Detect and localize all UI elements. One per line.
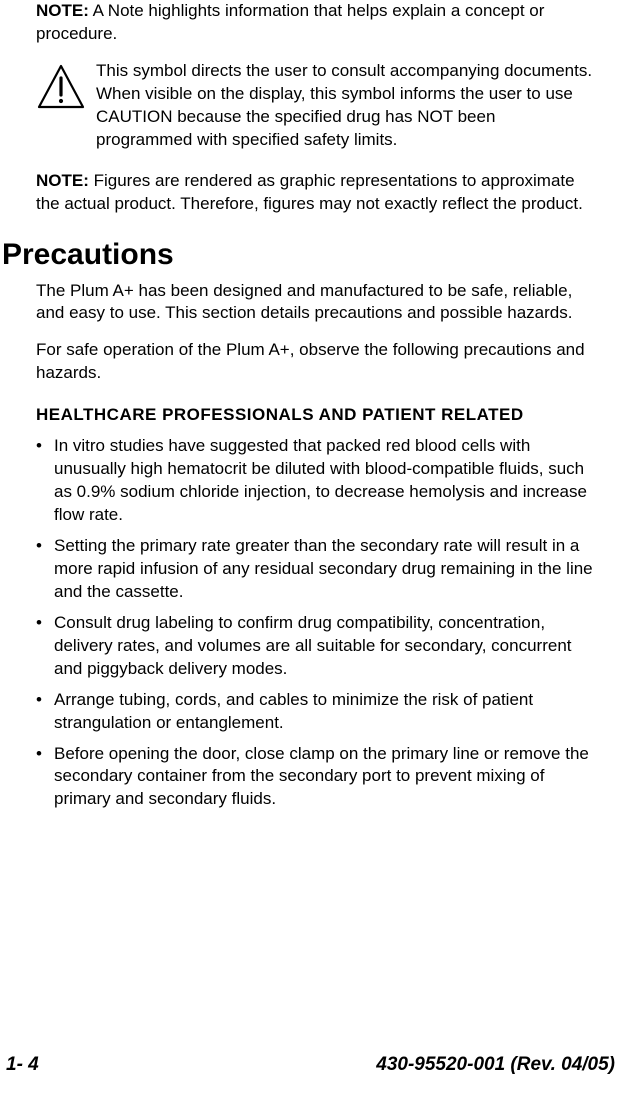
heading-precautions: Precautions <box>0 238 595 272</box>
caution-symbol-text: This symbol directs the user to consult … <box>96 60 595 152</box>
note-1: NOTE: A Note highlights information that… <box>36 0 595 46</box>
note-2: NOTE: Figures are rendered as graphic re… <box>36 170 595 216</box>
page-footer: 1- 4 430-95520-001 (Rev. 04/05) <box>0 1054 631 1076</box>
caution-symbol-block: This symbol directs the user to consult … <box>36 60 595 152</box>
precautions-para-2: For safe operation of the Plum A+, obser… <box>36 339 595 385</box>
list-item: Arrange tubing, cords, and cables to min… <box>36 689 595 735</box>
list-item: Before opening the door, close clamp on … <box>36 743 595 812</box>
note-2-label: NOTE: <box>36 171 89 190</box>
page-number: 1- 4 <box>6 1054 39 1076</box>
precautions-para-1: The Plum A+ has been designed and manufa… <box>36 280 595 326</box>
doc-id: 430-95520-001 (Rev. 04/05) <box>376 1054 615 1076</box>
note-1-text: A Note highlights information that helps… <box>36 1 544 43</box>
caution-line-2: When visible on the display, this symbol… <box>96 84 573 149</box>
list-item: Consult drug labeling to confirm drug co… <box>36 612 595 681</box>
note-1-label: NOTE: <box>36 1 89 20</box>
list-item: Setting the primary rate greater than th… <box>36 535 595 604</box>
note-2-text: Figures are rendered as graphic represen… <box>36 171 583 213</box>
caution-triangle-icon <box>36 60 86 115</box>
caution-line-1: This symbol directs the user to consult … <box>96 61 592 80</box>
subheading-healthcare: HEALTHCARE PROFESSIONALS AND PATIENT REL… <box>36 405 595 425</box>
precautions-list: In vitro studies have suggested that pac… <box>36 435 595 811</box>
list-item: In vitro studies have suggested that pac… <box>36 435 595 527</box>
